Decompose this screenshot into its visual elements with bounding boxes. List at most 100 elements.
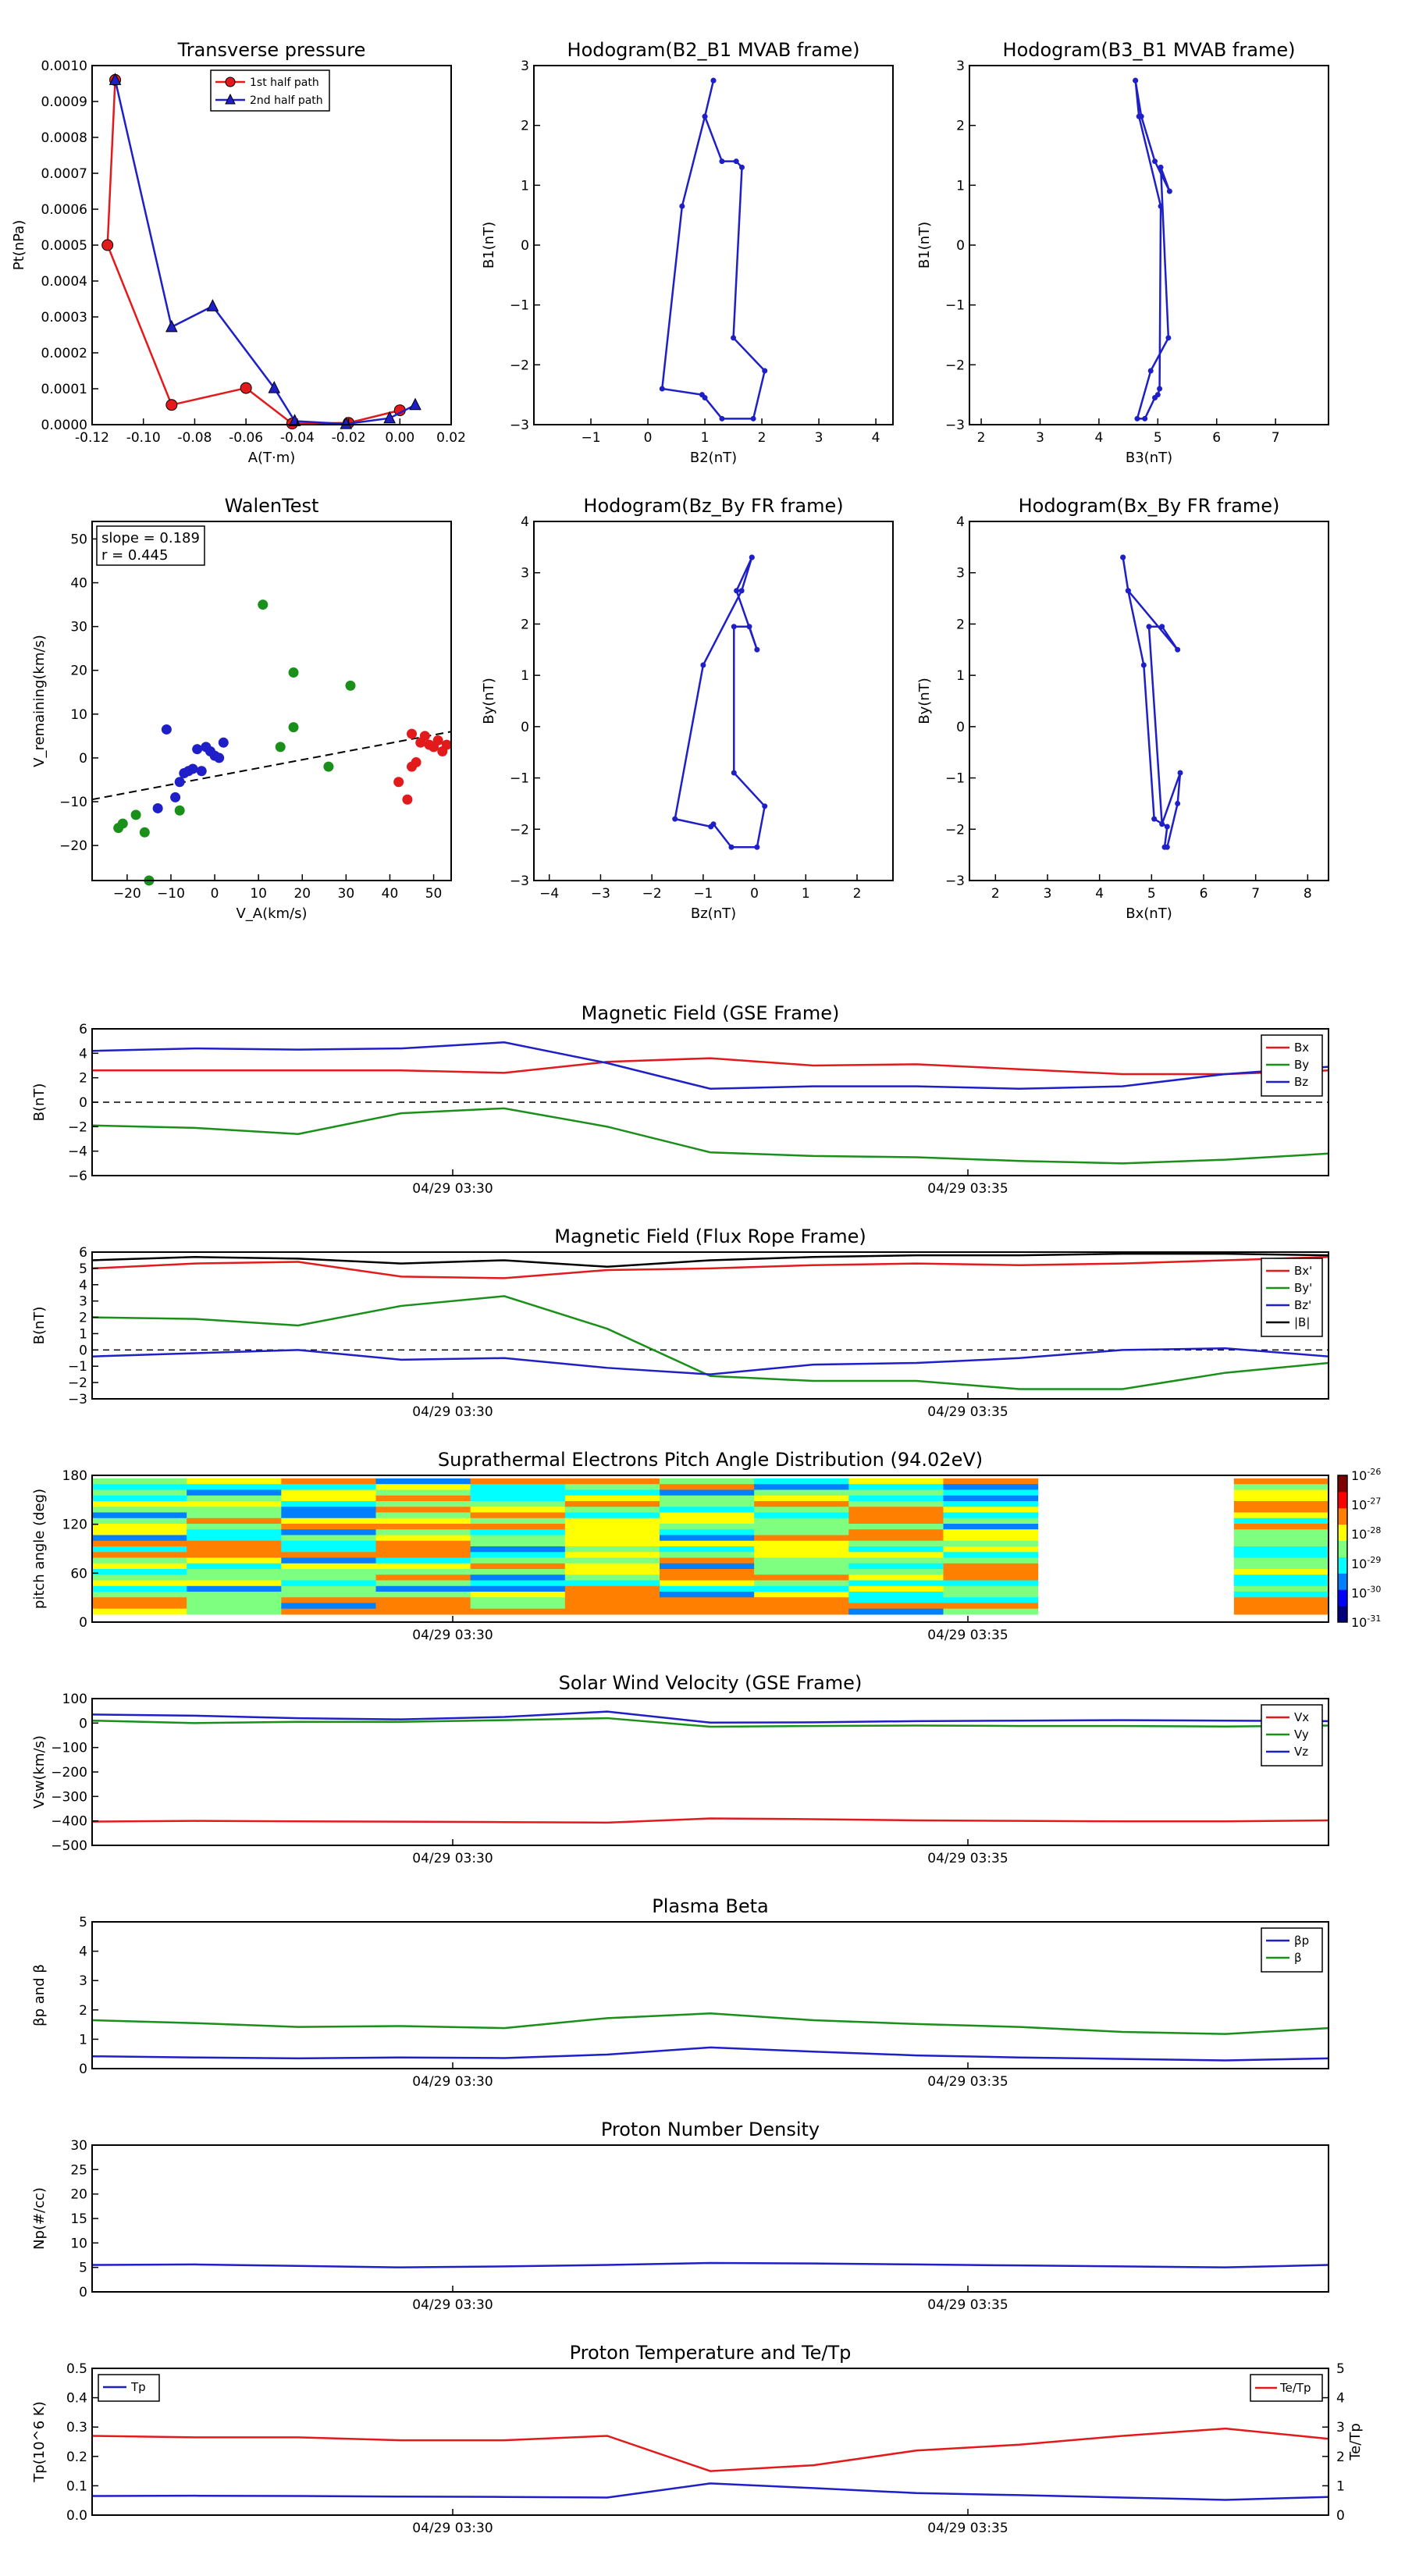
legend-label: β — [1294, 1951, 1302, 1965]
data-point — [161, 724, 172, 735]
heatmap-cell — [1233, 1603, 1329, 1610]
y-tick-label: 40 — [70, 576, 87, 592]
y-tick-label: −3 — [68, 1392, 87, 1407]
data-point — [659, 386, 665, 392]
plot-frame — [91, 65, 452, 425]
colorbar-segment — [1338, 1573, 1347, 1590]
y-tick-label: 5 — [79, 2261, 87, 2276]
y-tick-label: 0 — [79, 2285, 87, 2300]
heatmap-cell — [92, 1597, 187, 1603]
heatmap-cell — [187, 1569, 282, 1575]
x-tick-label: 04/29 03:35 — [927, 2297, 1008, 2313]
x-tick-label: 30 — [338, 886, 355, 902]
heatmap-cell — [187, 1507, 282, 1513]
legend-label: Vx — [1294, 1710, 1309, 1724]
series-line — [1134, 80, 1171, 420]
heatmap-cell — [1233, 1574, 1329, 1581]
legend-label: Bz — [1294, 1075, 1308, 1089]
heatmap-cell — [375, 1546, 471, 1553]
heatmap-cell — [470, 1563, 566, 1570]
x-tick-label: 5 — [1154, 430, 1162, 446]
x-tick-label: 7 — [1272, 430, 1280, 446]
heatmap-cell — [848, 1569, 944, 1575]
series-line — [91, 1347, 1329, 1375]
heatmap-cell — [92, 1535, 187, 1542]
data-point — [762, 803, 768, 809]
heatmap-cell — [375, 1557, 471, 1564]
x-axis-label: B2(nT) — [690, 450, 737, 466]
y-axis-label: Np(#/cc) — [31, 2187, 48, 2250]
y-tick-label: 5 — [1336, 2361, 1345, 2377]
y-tick-label: 1 — [1336, 2478, 1345, 2494]
heatmap-cell — [943, 1512, 1039, 1519]
heatmap-cell — [943, 1563, 1039, 1570]
heatmap-cell — [660, 1557, 755, 1564]
heatmap-cell — [660, 1603, 755, 1610]
y-tick-label: 4 — [79, 1944, 87, 1960]
data-point — [731, 624, 737, 630]
y-tick-label: 4 — [956, 514, 965, 530]
x-tick-label: 10 — [250, 886, 267, 902]
series-line — [91, 2046, 1329, 2062]
series-line — [91, 1107, 1329, 1165]
data-point — [1165, 335, 1172, 341]
y-tick-label: −1 — [510, 298, 529, 314]
data-point — [749, 554, 755, 560]
y-tick-label: 0.0 — [66, 2508, 87, 2524]
x-tick-label: 40 — [382, 886, 399, 902]
y-axis-label: By(nT) — [481, 678, 497, 724]
y-tick-label: −100 — [51, 1741, 87, 1756]
heatmap-cell — [187, 1529, 282, 1535]
y-tick-label: 0 — [79, 2062, 87, 2077]
heatmap-cell — [281, 1495, 376, 1502]
heatmap-cell — [564, 1546, 660, 1553]
y-tick-label: 2 — [521, 119, 529, 134]
y-tick-label: 0.0001 — [41, 382, 87, 397]
series-line — [91, 1256, 1329, 1279]
data-point — [113, 823, 124, 834]
chart-title: WalenTest — [225, 495, 319, 517]
y-tick-label: 120 — [62, 1517, 87, 1533]
heatmap-cell — [92, 1495, 187, 1502]
heatmap-cell — [660, 1597, 755, 1603]
data-point — [101, 239, 114, 251]
heatmap-cell — [754, 1603, 849, 1610]
heatmap-cell — [92, 1592, 187, 1598]
heatmap-cell — [281, 1592, 376, 1598]
y-tick-label: 15 — [70, 2211, 87, 2227]
y-tick-label: −3 — [510, 418, 529, 433]
y-tick-label: 3 — [521, 59, 529, 74]
series-line — [91, 1295, 1329, 1390]
panel-mag_gse: Magnetic Field (GSE Frame) −6 −4 −2 0 2 4 6 04/2… — [31, 1002, 1329, 1197]
legend-label: Vz — [1294, 1745, 1308, 1759]
chart-title: Magnetic Field (Flux Rope Frame) — [554, 1226, 866, 1247]
heatmap-cell — [754, 1489, 849, 1496]
x-tick-label: 0 — [750, 886, 759, 902]
data-point — [288, 667, 299, 678]
heatmap-cell — [754, 1535, 849, 1542]
heatmap-cell — [564, 1484, 660, 1490]
data-point — [731, 335, 737, 341]
legend-label: βp — [1294, 1934, 1309, 1948]
heatmap-cell — [1233, 1478, 1329, 1485]
heatmap-cell — [754, 1569, 849, 1575]
plot-frame — [969, 521, 1329, 881]
y-tick-label: 3 — [79, 1973, 87, 1989]
y-tick-label: −2 — [510, 822, 529, 838]
colorbar-segment — [1338, 1475, 1347, 1493]
heatmap-cell — [187, 1585, 282, 1592]
colorbar-segment — [1338, 1491, 1347, 1509]
y-tick-label: 6 — [79, 1022, 87, 1037]
heatmap-cell — [470, 1597, 566, 1603]
x-tick-label: 0.00 — [385, 430, 414, 446]
heatmap-cell — [187, 1535, 282, 1542]
plot-frame — [533, 65, 894, 425]
data-point — [1175, 800, 1181, 806]
panel-hodogram_bx_by: Hodogram(Bx_By FR frame) −3 −2 −1 0 1 2 3 4 2 3 4 5 6… — [916, 495, 1329, 922]
heatmap-cell — [848, 1489, 944, 1496]
heatmap-cell — [754, 1608, 849, 1615]
heatmap-cell — [754, 1546, 849, 1553]
y-tick-label: 2 — [521, 617, 529, 632]
heatmap-cell — [660, 1574, 755, 1581]
y-tick-label: 20 — [70, 664, 87, 679]
